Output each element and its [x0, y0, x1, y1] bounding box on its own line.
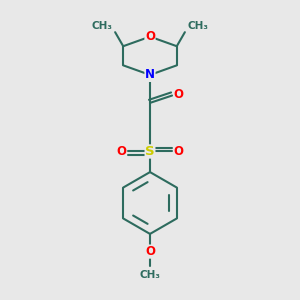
Text: CH₃: CH₃ — [140, 270, 160, 280]
Text: CH₃: CH₃ — [187, 21, 208, 31]
Text: O: O — [174, 88, 184, 101]
Text: O: O — [145, 245, 155, 258]
Text: N: N — [145, 68, 155, 81]
Text: O: O — [145, 30, 155, 43]
Text: O: O — [174, 145, 184, 158]
Text: S: S — [145, 145, 155, 158]
Text: CH₃: CH₃ — [92, 21, 113, 31]
Text: O: O — [116, 145, 126, 158]
